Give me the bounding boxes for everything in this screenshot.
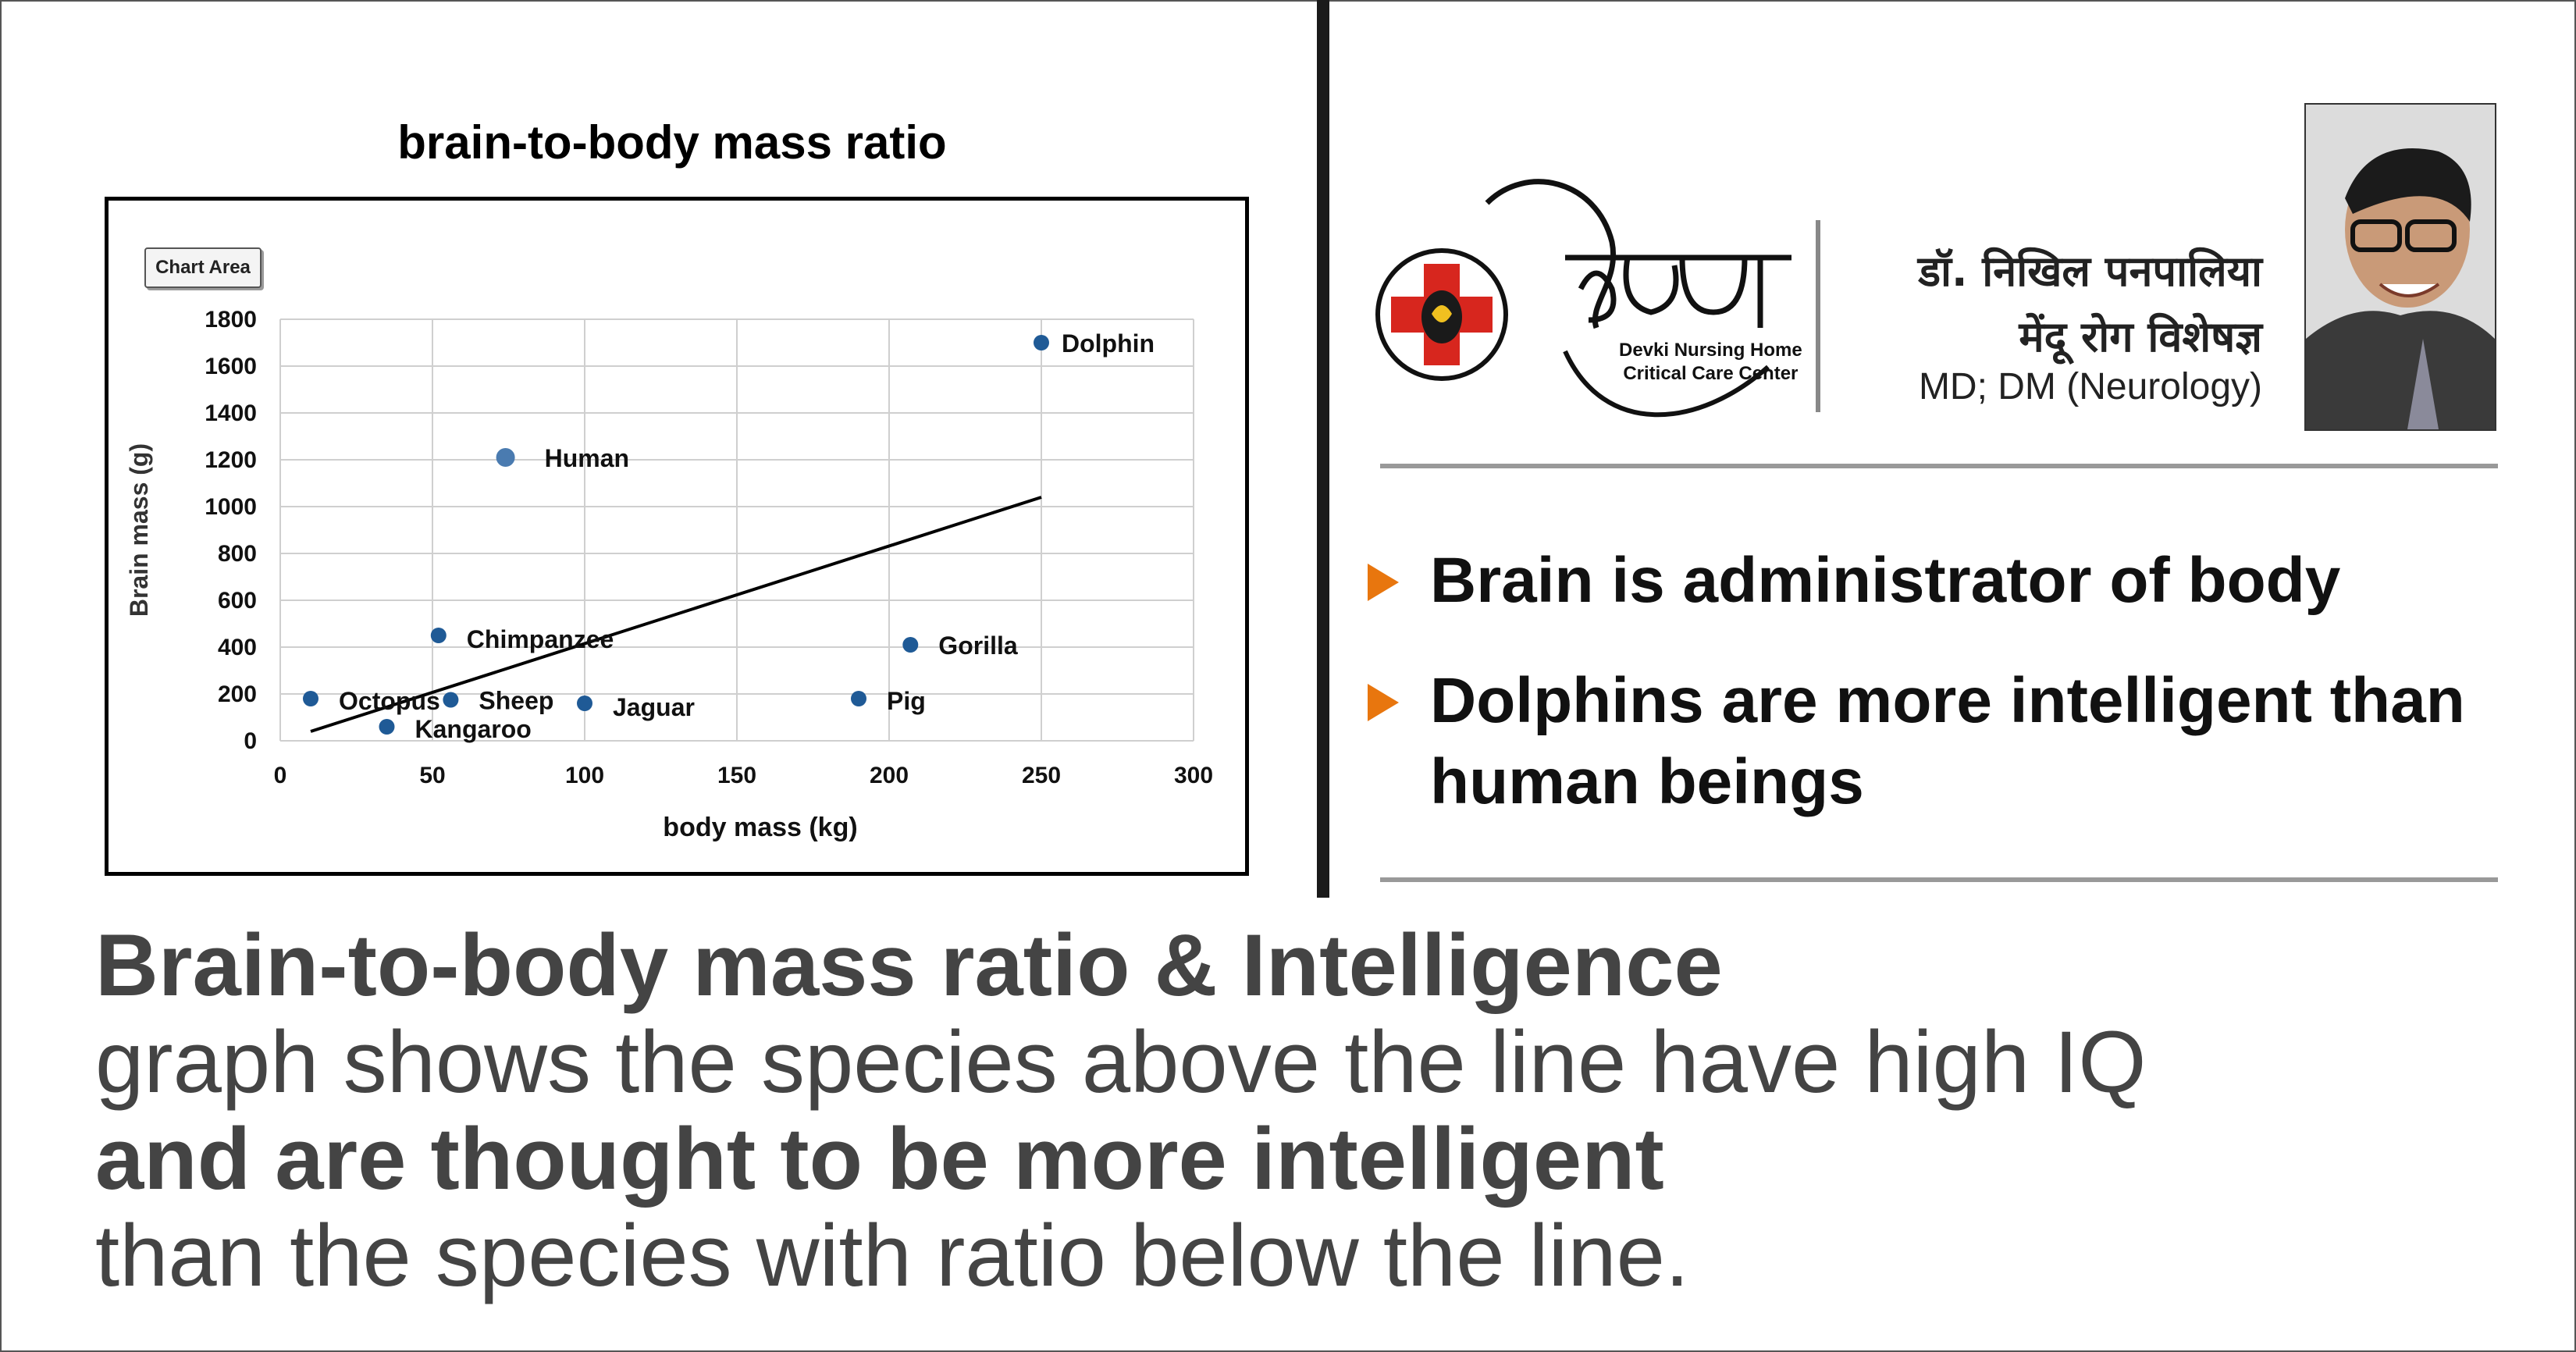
- y-tick-label: 1000: [205, 494, 257, 520]
- x-tick-label: 250: [1022, 763, 1061, 788]
- y-tick-label: 600: [218, 588, 257, 614]
- bullet-item: Brain is administrator of body: [1368, 540, 2340, 621]
- data-label: Jaguar: [613, 693, 695, 721]
- y-tick-label: 800: [218, 541, 257, 567]
- data-point: [443, 692, 459, 708]
- data-label: Sheep: [479, 687, 553, 715]
- x-tick-label: 300: [1174, 763, 1213, 788]
- doctor-photo: [2304, 103, 2496, 431]
- caption-block: Brain-to-body mass ratio & Intelligence …: [95, 917, 2515, 1304]
- caption-line-3: and are thought to be more intelligent: [95, 1110, 1664, 1208]
- hospital-name-line1: Devki Nursing Home: [1619, 340, 1802, 361]
- data-point: [851, 691, 866, 706]
- hospital-name-line2: Critical Care Center: [1623, 363, 1799, 384]
- y-tick-label: 400: [218, 635, 257, 660]
- chart-area-button[interactable]: Chart Area: [144, 247, 262, 288]
- top-rule: [1380, 464, 2498, 468]
- bullet-item: Dolphins are more intelligent than human…: [1368, 660, 2484, 823]
- y-axis-title: Brain mass (g): [125, 443, 153, 617]
- y-tick-label: 1200: [205, 447, 257, 473]
- y-tick-label: 0: [244, 728, 257, 754]
- bullet-arrow-icon: [1368, 564, 1399, 601]
- x-tick-label: 100: [565, 763, 604, 788]
- data-point: [430, 628, 447, 643]
- chart-box: Chart Area 0 200 400 600 800 1000 1200 1400 1600…: [105, 197, 1249, 876]
- data-label: Pig: [887, 687, 926, 715]
- data-point: [379, 719, 395, 735]
- x-axis-title: body mass (kg): [663, 813, 857, 842]
- trendline: [310, 496, 1042, 733]
- y-tick-label: 1600: [205, 354, 257, 379]
- x-tick-label: 150: [717, 763, 756, 788]
- data-point: [496, 448, 515, 467]
- scatter-chart: 0 200 400 600 800 1000 1200 1400 1600 1800 0 50 100 1…: [125, 307, 1213, 842]
- bullet-arrow-icon: [1368, 684, 1399, 721]
- caption-line-4: than the species with ratio below the li…: [95, 1207, 1690, 1304]
- hospital-cross-logo: [1375, 248, 1508, 381]
- hospital-name: Devki Nursing Home Critical Care Center: [1619, 339, 1802, 386]
- data-label: Dolphin: [1062, 329, 1155, 358]
- caption-line-2: graph shows the species above the line h…: [95, 1013, 2147, 1111]
- y-tick-label: 200: [218, 681, 257, 707]
- data-point: [577, 696, 592, 711]
- x-tick-label: 50: [419, 763, 445, 788]
- data-label: Octopus: [339, 687, 440, 715]
- doctor-name: डॉ. निखिल पनपालिया: [1918, 247, 2262, 296]
- caption-line-1: Brain-to-body mass ratio & Intelligence: [95, 916, 1723, 1014]
- y-tick-label: 1400: [205, 400, 257, 426]
- x-tick-label: 200: [870, 763, 909, 788]
- vertical-divider: [1317, 0, 1329, 898]
- data-point: [303, 691, 318, 706]
- y-tick-label: 1800: [205, 307, 257, 333]
- data-label: Human: [545, 444, 629, 472]
- x-tick-label: 0: [274, 763, 287, 788]
- chart-title: brain-to-body mass ratio: [397, 116, 947, 169]
- header-separator: [1816, 220, 1820, 412]
- bullet-text: Dolphins are more intelligent than human…: [1430, 665, 2465, 817]
- devki-script-logo: [1485, 179, 1791, 418]
- doctor-role: मेंदू रोग विशेषज्ञ: [2019, 312, 2262, 361]
- data-label: Gorilla: [938, 632, 1018, 660]
- data-label: Chimpanzee: [467, 625, 614, 653]
- data-point: [902, 637, 919, 653]
- data-label: Kangaroo: [415, 715, 532, 743]
- bullet-text: Brain is administrator of body: [1430, 545, 2341, 616]
- data-point: [1034, 335, 1049, 350]
- doctor-qualification: MD; DM (Neurology): [1918, 366, 2262, 407]
- bottom-rule: [1380, 877, 2498, 882]
